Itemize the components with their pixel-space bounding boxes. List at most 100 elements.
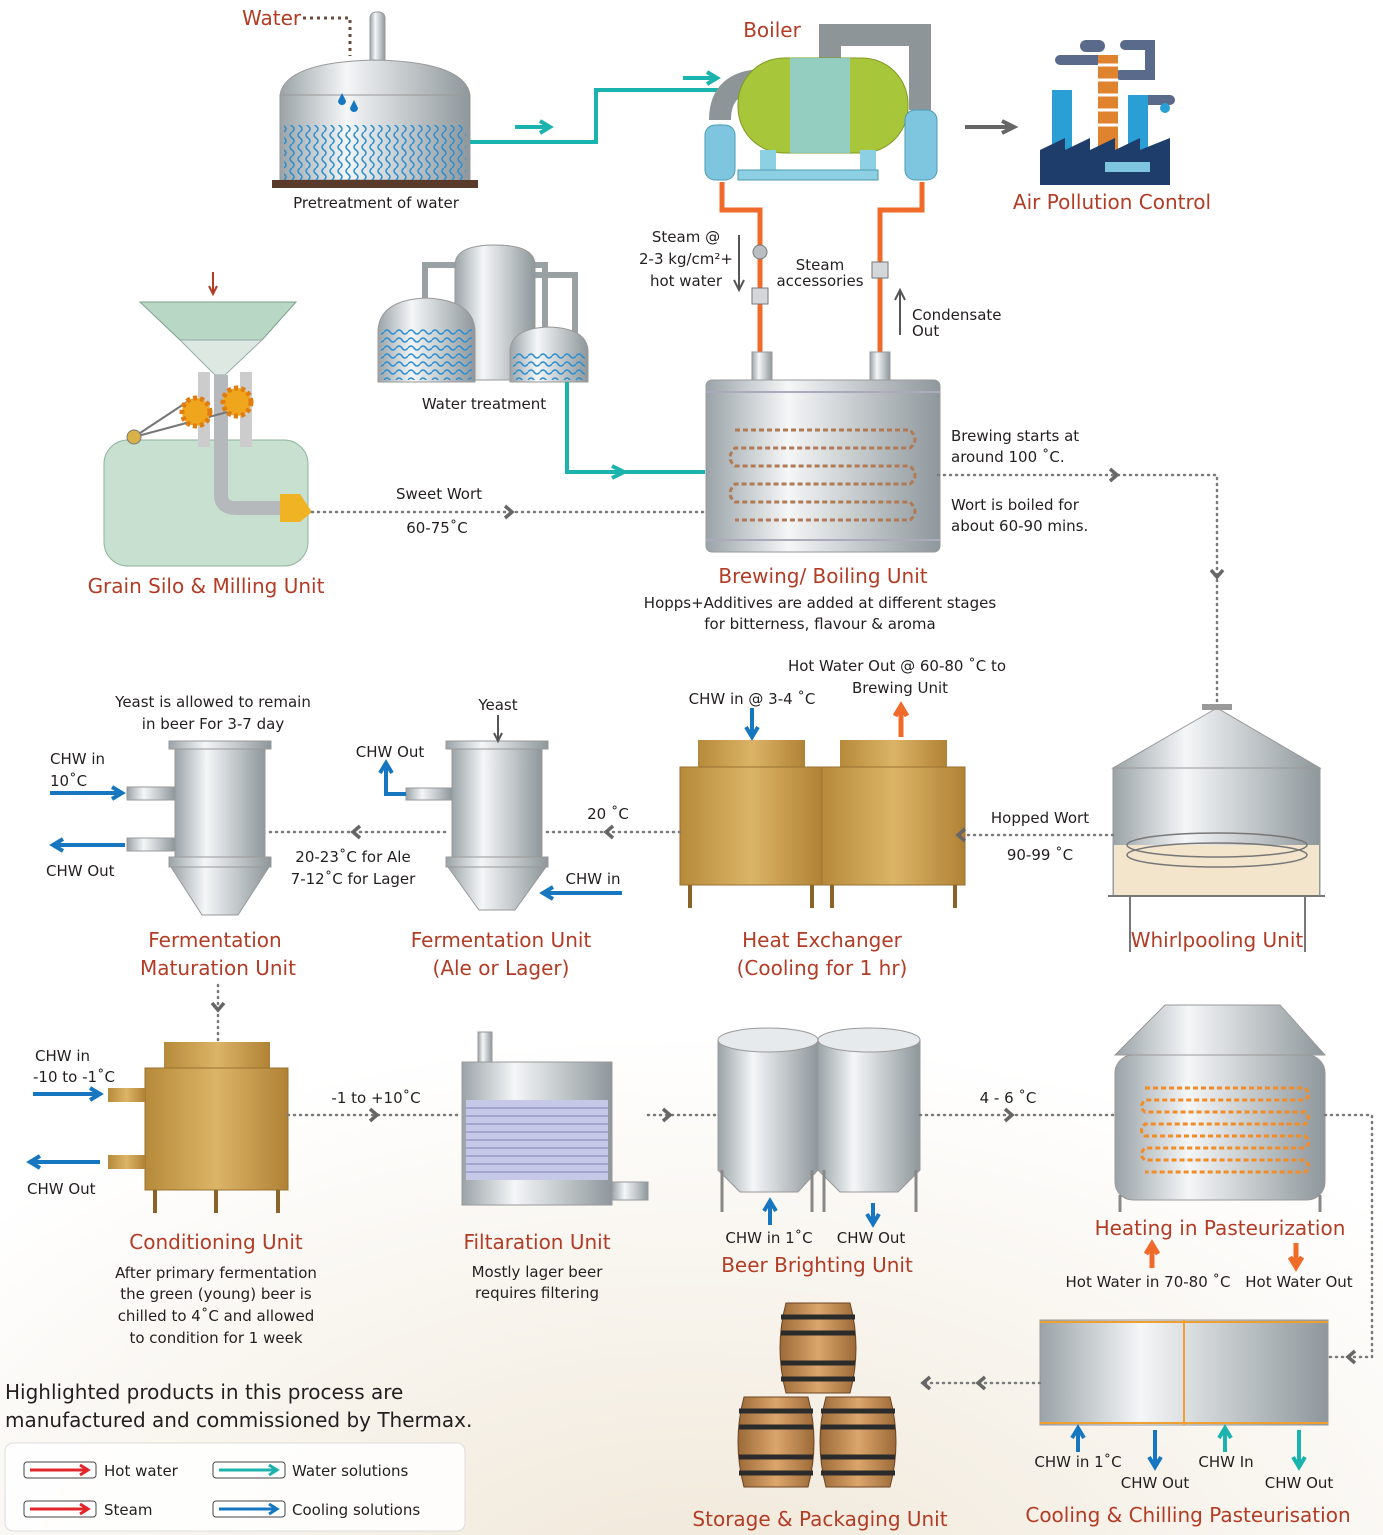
maturation-tank-part xyxy=(175,749,265,859)
air-pollution-factory xyxy=(1040,40,1170,185)
flow-label: 60-75˚C xyxy=(406,519,468,537)
node-note: After primary fermentation xyxy=(115,1264,317,1282)
water-treatment-tanks xyxy=(378,245,588,382)
node-label: Fermentation xyxy=(148,928,281,952)
flow-label: 90-99 ˚C xyxy=(1007,846,1073,864)
flow-label: Sweet Wort xyxy=(396,485,482,503)
grain-silo-part xyxy=(127,430,141,444)
flow-label: CHW in @ 3-4 ˚C xyxy=(689,690,816,708)
note: Highlighted products in this process are xyxy=(5,1380,403,1404)
water-line xyxy=(470,90,735,142)
flow-label: 20 ˚C xyxy=(587,805,629,823)
flow-label: CHW Out xyxy=(837,1229,906,1247)
conditioning-unit-part xyxy=(108,1155,145,1169)
node-label: Air Pollution Control xyxy=(1013,190,1211,214)
fermentation-tank-part xyxy=(446,741,548,749)
heating-pasteurizer-part xyxy=(1115,1055,1325,1200)
flow-label: CHW in 1˚C xyxy=(725,1229,812,1247)
brighting-tanks-part xyxy=(718,1028,818,1052)
node-label: Maturation Unit xyxy=(140,956,296,980)
air-pollution-factory-part xyxy=(1080,40,1105,52)
node-note: Yeast is allowed to remain xyxy=(114,693,311,711)
flow-label: Brewing Unit xyxy=(852,679,948,697)
grain-silo-part xyxy=(223,388,251,416)
node-note: about 60-90 mins. xyxy=(951,517,1088,535)
node-note: to condition for 1 week xyxy=(129,1329,302,1347)
node-label: Brewing/ Boiling Unit xyxy=(718,564,927,588)
boiler xyxy=(705,35,937,352)
node-note: Brewing starts at xyxy=(951,427,1079,445)
fermentation-tank-part xyxy=(406,788,452,800)
brighting-tanks-part xyxy=(818,1040,920,1192)
node-label: Whirlpooling Unit xyxy=(1131,928,1304,952)
air-pollution-factory-part xyxy=(1105,162,1150,172)
node-label: Beer Brighting Unit xyxy=(721,1253,913,1277)
node-note: requires filtering xyxy=(475,1284,599,1302)
flow-arrow xyxy=(895,290,905,335)
node-label: Pretreatment of water xyxy=(293,194,460,212)
flow-label: CHW Out xyxy=(1121,1474,1190,1492)
node-note: Mostly lager beer xyxy=(472,1263,604,1281)
flow-label: accessories xyxy=(776,272,863,290)
air-pollution-factory-part xyxy=(1160,103,1170,113)
flow-arrow xyxy=(515,121,550,133)
flow-label: Hopped Wort xyxy=(991,809,1089,827)
fermentation-tank-part xyxy=(446,857,548,867)
fermentation-tank-part xyxy=(452,749,542,859)
flow-label: CHW in xyxy=(35,1047,90,1065)
pretreatment-tower-part xyxy=(284,125,466,180)
process-diagram: Water Pretreatment of water Boiler Air P… xyxy=(0,0,1383,1535)
flow-label: 4 - 6 ˚C xyxy=(980,1089,1037,1107)
boiler-part xyxy=(872,262,888,278)
node-note: for bitterness, flavour & aroma xyxy=(704,615,936,633)
flow-label: CHW Out xyxy=(1265,1474,1334,1492)
node-note: around 100 ˚C. xyxy=(951,448,1065,466)
boiler-part xyxy=(738,170,878,180)
heat-exchanger-part xyxy=(840,740,947,767)
node-label: Conditioning Unit xyxy=(129,1230,303,1254)
flow-label: 7-12˚C for Lager xyxy=(291,870,416,888)
flow-label: CHW in xyxy=(565,870,620,888)
node-note: in beer For 3-7 day xyxy=(142,715,285,733)
flow-label: CHW in xyxy=(50,750,105,768)
legend-label: Hot water xyxy=(104,1462,179,1480)
node-note: chilled to 4˚C and allowed xyxy=(118,1307,315,1325)
flow-label: 20-23˚C for Ale xyxy=(295,848,410,866)
flow-arrow xyxy=(965,121,1014,133)
maturation-tank-part xyxy=(127,838,175,851)
flow-label: CHW In xyxy=(1198,1453,1253,1471)
boiler-part xyxy=(905,110,937,180)
heat-exchanger-part xyxy=(698,740,805,767)
legend-label: Cooling solutions xyxy=(292,1501,420,1519)
filtration-unit-part xyxy=(478,1032,492,1064)
node-note: the green (young) beer is xyxy=(120,1285,312,1303)
boiler-part xyxy=(705,125,735,180)
air-pollution-factory-part xyxy=(1040,138,1170,185)
conditioning-unit-part xyxy=(108,1088,145,1102)
pretreatment-tower-part xyxy=(280,60,470,95)
water-treatment-tanks-part xyxy=(381,328,472,380)
node-label: Heat Exchanger xyxy=(742,928,903,952)
flow-label: Out xyxy=(912,322,939,340)
maturation-tank-part xyxy=(169,857,271,867)
flow-label: 10˚C xyxy=(50,772,87,790)
flow-label: CHW Out xyxy=(27,1180,96,1198)
flow-label: Hot Water Out @ 60-80 ˚C to xyxy=(788,657,1006,675)
flow-label: 2-3 kg/cm²+ xyxy=(639,250,733,268)
water-input: Water xyxy=(242,6,302,30)
node-note: Wort is boiled for xyxy=(951,496,1080,514)
grain-silo xyxy=(104,272,312,566)
flow-label: Hot Water Out xyxy=(1245,1273,1353,1291)
conditioning-unit-part xyxy=(164,1042,270,1069)
flow-label: Hot Water in 70-80 ˚C xyxy=(1066,1273,1231,1291)
grain-silo-part xyxy=(180,340,262,375)
cooling-pasteurizer xyxy=(1040,1320,1328,1425)
node-label: Storage & Packaging Unit xyxy=(692,1507,947,1531)
node-label: Grain Silo & Milling Unit xyxy=(88,574,325,598)
flow-label: Steam @ xyxy=(652,228,720,246)
node-label: Heating in Pasteurization xyxy=(1095,1216,1346,1240)
heating-pasteurizer xyxy=(1115,1005,1325,1212)
flow-label: CHW in 1˚C xyxy=(1034,1453,1121,1471)
water-line xyxy=(567,382,705,472)
brewing-kettle xyxy=(706,352,940,552)
